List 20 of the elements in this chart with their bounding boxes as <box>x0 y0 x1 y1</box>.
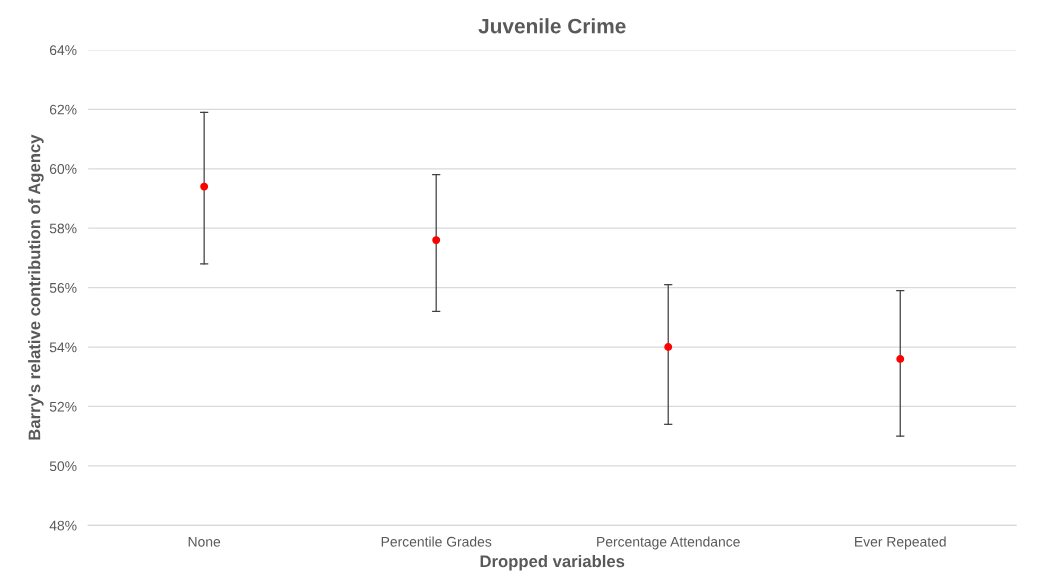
y-tick-label: 60% <box>49 164 77 174</box>
x-tick-label: Ever Repeated <box>855 536 946 550</box>
y-tick-label: 58% <box>49 223 77 234</box>
x-tick-label: Percentile Grades <box>381 536 492 547</box>
point <box>664 343 673 352</box>
point <box>200 182 209 191</box>
point <box>432 236 441 245</box>
y-tick-label: 64% <box>49 45 77 56</box>
y-tick-label: 62% <box>49 104 77 115</box>
y-tick-label: 56% <box>49 282 77 293</box>
x-tick-label: Percentage Attendance <box>597 536 740 550</box>
x-tick-label: None <box>188 536 221 547</box>
y-tick-label: 48% <box>49 520 77 531</box>
y-tick-label: 54% <box>49 342 77 353</box>
chart-title: Juvenile Crime <box>478 18 626 34</box>
x-axis-title: Dropped variables <box>480 554 625 571</box>
y-tick-label: 50% <box>49 461 77 472</box>
y-tick-label: 52% <box>49 401 77 412</box>
y-axis-title: Barry's relative contribution of Agency <box>28 134 44 440</box>
point <box>896 354 905 363</box>
